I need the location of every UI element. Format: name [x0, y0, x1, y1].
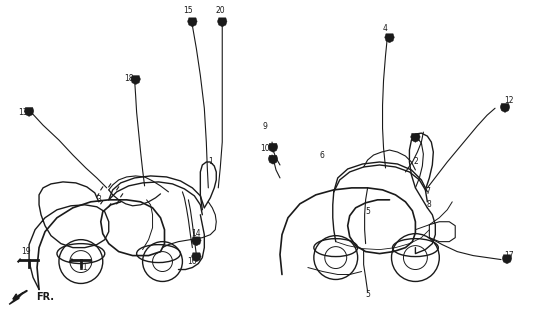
- Polygon shape: [9, 292, 23, 304]
- Text: 8: 8: [427, 200, 432, 209]
- Polygon shape: [188, 18, 197, 27]
- Text: 7: 7: [425, 188, 430, 196]
- Text: 14: 14: [192, 229, 201, 238]
- Text: 17: 17: [504, 251, 514, 260]
- Polygon shape: [411, 133, 420, 142]
- Text: 19: 19: [21, 247, 31, 256]
- Text: 9: 9: [262, 122, 267, 131]
- Polygon shape: [268, 155, 278, 164]
- Polygon shape: [192, 253, 201, 262]
- Text: 5: 5: [365, 207, 370, 216]
- Text: 4: 4: [383, 24, 388, 33]
- Text: 6: 6: [319, 150, 324, 160]
- Text: 1: 1: [208, 157, 213, 166]
- Text: 3: 3: [96, 195, 101, 204]
- Polygon shape: [192, 237, 201, 246]
- Polygon shape: [25, 108, 34, 116]
- Text: 20: 20: [216, 6, 225, 15]
- Polygon shape: [268, 143, 278, 152]
- Text: 16: 16: [188, 257, 197, 266]
- Polygon shape: [131, 76, 140, 84]
- Text: 2: 2: [413, 157, 418, 166]
- Text: 15: 15: [184, 6, 193, 15]
- Text: 5: 5: [365, 290, 370, 299]
- Text: 10: 10: [260, 144, 270, 153]
- Text: 12: 12: [504, 96, 514, 105]
- Polygon shape: [385, 34, 394, 43]
- Polygon shape: [500, 103, 510, 112]
- Text: 13: 13: [18, 108, 28, 117]
- Text: FR.: FR.: [36, 292, 54, 302]
- Text: 11: 11: [78, 263, 87, 272]
- Polygon shape: [502, 255, 512, 264]
- Polygon shape: [217, 18, 227, 27]
- Text: 18: 18: [124, 74, 134, 83]
